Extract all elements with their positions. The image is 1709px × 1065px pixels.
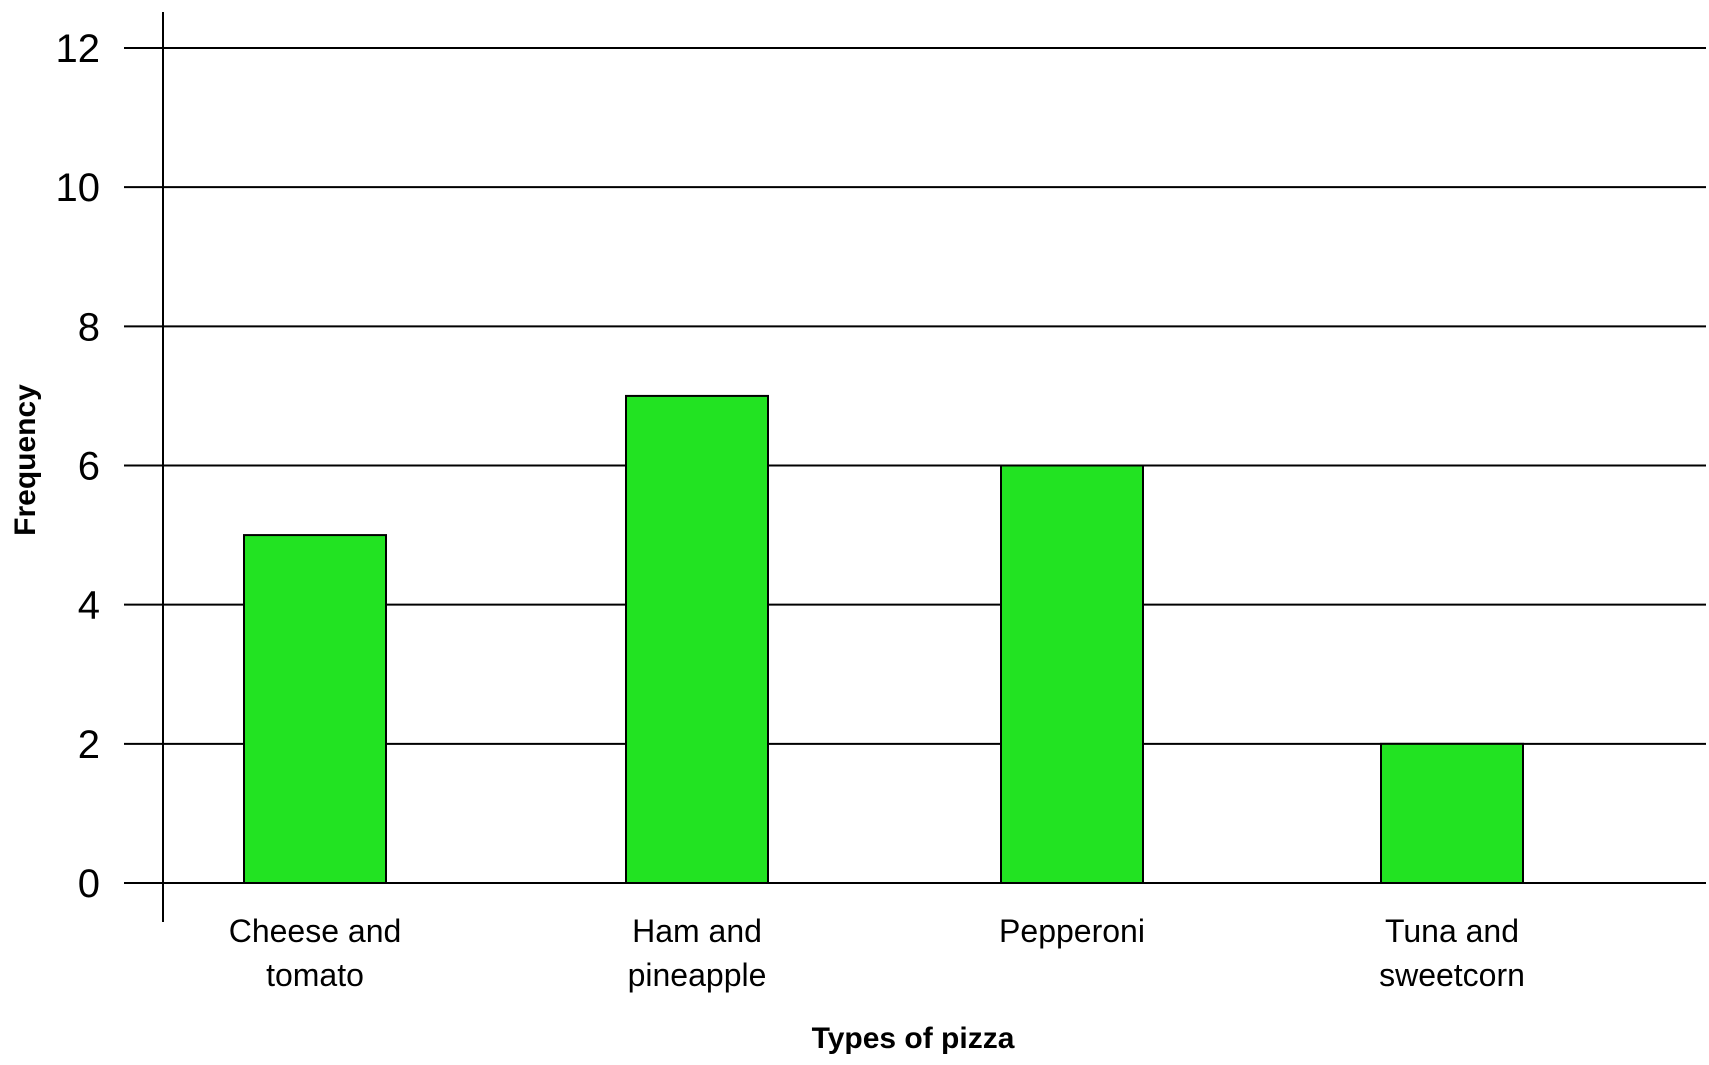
x-axis-title: Types of pizza bbox=[812, 1022, 1015, 1055]
x-category-label-line: sweetcorn bbox=[1379, 957, 1525, 993]
bars bbox=[243, 394, 1524, 884]
y-tick-label: 10 bbox=[56, 166, 101, 210]
y-tick-label: 8 bbox=[78, 305, 100, 349]
x-category-label-line: Ham and bbox=[632, 913, 762, 949]
x-category-label-line: Cheese and bbox=[229, 913, 402, 949]
x-category-labels: Cheese and tomato Ham and pineapple Pepperon… bbox=[229, 913, 1525, 993]
y-tick-label: 2 bbox=[78, 723, 100, 767]
gridlines bbox=[124, 47, 1706, 884]
x-category-label-line: Tuna and bbox=[1385, 913, 1519, 949]
x-category-label: Ham and pineapple bbox=[628, 913, 767, 993]
y-tick-label: 4 bbox=[78, 584, 100, 628]
x-category-label: Cheese and tomato bbox=[229, 913, 402, 993]
y-axis-title: Frequency bbox=[9, 384, 42, 536]
bar bbox=[1380, 742, 1524, 884]
bar bbox=[625, 394, 769, 884]
bar bbox=[1000, 464, 1144, 884]
y-tick-label: 6 bbox=[78, 445, 100, 489]
x-category-label-line: pineapple bbox=[628, 957, 767, 993]
x-category-label: Pepperoni bbox=[999, 913, 1145, 949]
x-category-label: Tuna and sweetcorn bbox=[1379, 913, 1525, 993]
y-tick-label: 0 bbox=[78, 862, 100, 906]
y-tick-label: 12 bbox=[56, 27, 101, 71]
bar bbox=[243, 534, 387, 884]
y-tick-labels: 0 2 4 6 8 10 12 bbox=[56, 27, 101, 906]
x-category-label-line: Pepperoni bbox=[999, 913, 1145, 949]
x-category-label-line: tomato bbox=[266, 957, 364, 993]
